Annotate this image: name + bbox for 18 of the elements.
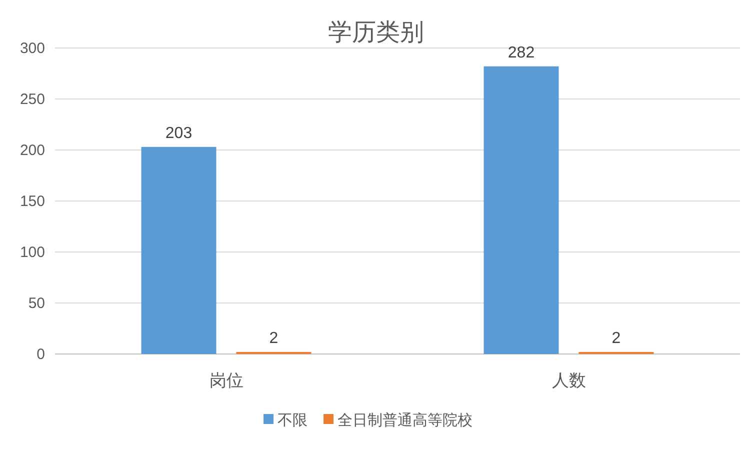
legend-label: 全日制普通高等院校 [338,412,472,429]
y-tick-label: 50 [28,295,45,312]
y-tick-label: 250 [20,91,45,108]
y-tick-label: 100 [20,244,45,261]
x-tick-label: 人数 [552,371,586,390]
data-label: 282 [508,44,535,62]
data-label: 2 [612,330,621,347]
legend-label: 不限 [278,412,308,429]
x-tick-label: 岗位 [209,371,244,390]
y-tick-label: 0 [36,346,45,363]
y-tick-label: 300 [20,40,45,57]
chart-title: 学历类别 [328,19,424,46]
bar [484,66,559,354]
bar [141,146,216,354]
y-tick-label: 150 [20,193,45,210]
data-label: 203 [165,124,192,142]
y-tick-label: 200 [20,142,45,159]
data-label: 2 [269,330,278,347]
